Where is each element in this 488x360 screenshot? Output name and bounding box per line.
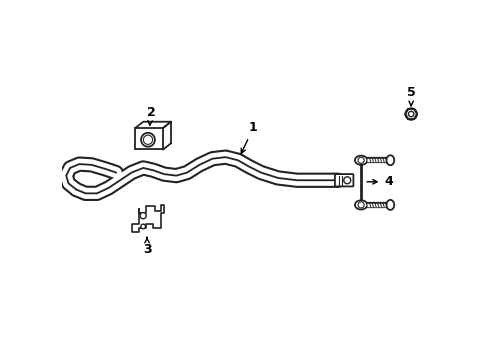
Bar [135, 128, 163, 149]
Text: 4: 4 [366, 175, 392, 188]
Circle shape [140, 213, 146, 219]
FancyBboxPatch shape [334, 174, 353, 186]
Circle shape [405, 108, 416, 120]
Circle shape [141, 133, 155, 147]
Ellipse shape [386, 155, 393, 165]
Text: 3: 3 [142, 238, 151, 256]
Text: 5: 5 [406, 86, 415, 105]
Circle shape [407, 111, 413, 117]
Ellipse shape [354, 156, 366, 165]
Circle shape [141, 224, 145, 229]
Ellipse shape [354, 200, 366, 210]
Text: 1: 1 [241, 121, 257, 153]
Text: 2: 2 [146, 106, 155, 125]
Polygon shape [131, 205, 163, 232]
Ellipse shape [386, 200, 393, 210]
